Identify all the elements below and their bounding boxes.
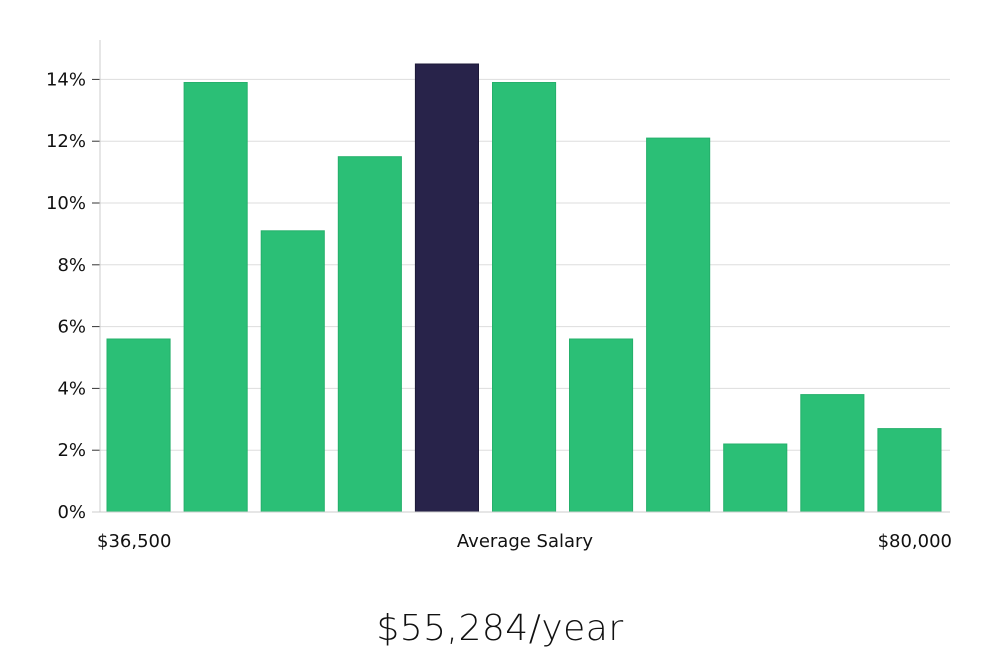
bar [183, 82, 248, 513]
bar [337, 156, 402, 513]
salary-histogram: 0% 2% 4% 6% 8% 10% 12% 14% $36,500 Average Sala… [46, 40, 952, 552]
bar [723, 443, 788, 513]
x-min-label: $36,500 [97, 531, 171, 552]
x-axis-title: Average Salary [457, 531, 594, 552]
y-tick-label: 8% [57, 255, 86, 276]
y-tick-label: 0% [57, 502, 86, 523]
y-tick-label: 6% [57, 317, 86, 338]
bar [260, 230, 325, 513]
y-tick-label: 14% [46, 69, 86, 90]
bar [877, 428, 942, 513]
y-tick-label: 2% [57, 440, 86, 461]
bar [569, 338, 634, 513]
y-tick-label: 10% [46, 193, 86, 214]
bar [492, 82, 557, 513]
bars [106, 63, 942, 513]
x-max-label: $80,000 [878, 531, 952, 552]
y-tick-label: 12% [46, 131, 86, 152]
y-axis-ticks: 0% 2% 4% 6% 8% 10% 12% 14% [46, 69, 100, 523]
average-salary-value: $55,284/year [376, 608, 624, 649]
bar [106, 338, 171, 513]
bar [646, 137, 711, 513]
bar-highlight [414, 63, 479, 513]
bar [800, 394, 865, 513]
y-tick-label: 4% [57, 378, 86, 399]
